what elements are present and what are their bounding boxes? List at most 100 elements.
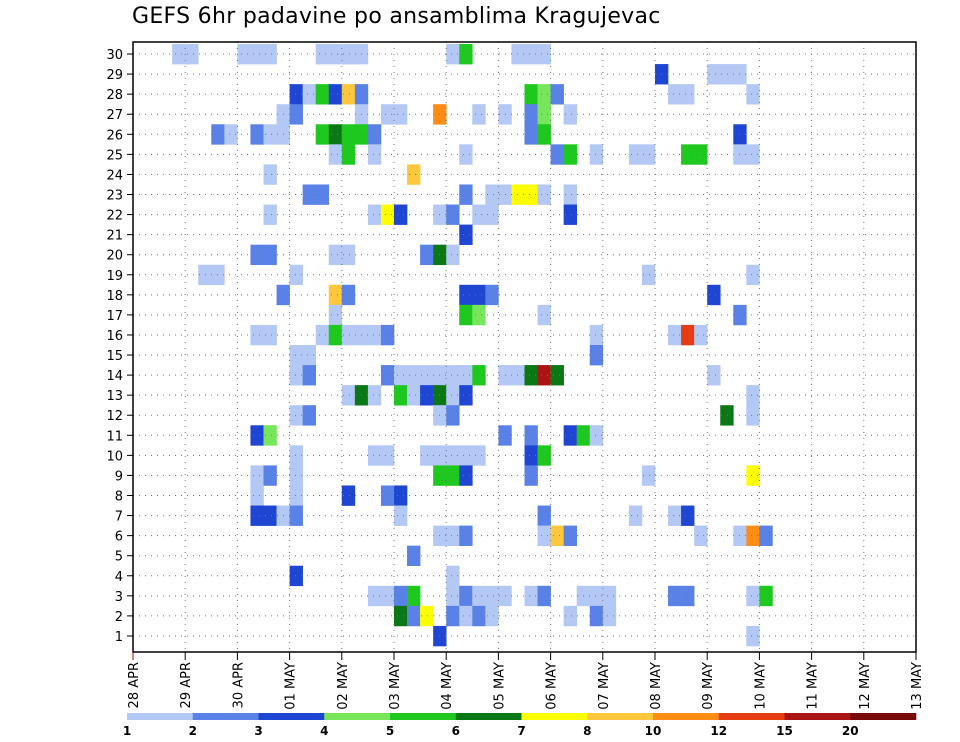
precip-cell — [759, 525, 773, 546]
plot-frame — [132, 41, 917, 653]
colorbar-segment — [718, 713, 785, 720]
colorbar-label: 8 — [583, 724, 591, 738]
chart-title: GEFS 6hr padavine po ansamblima Kragujev… — [132, 4, 661, 29]
precip-cell — [537, 525, 551, 546]
precip-cell — [524, 84, 538, 105]
precip-cell — [537, 104, 551, 125]
y-tick-label: 4 — [115, 570, 123, 585]
precip-cell — [328, 284, 343, 306]
x-tick-label: 01 MAY — [284, 662, 299, 710]
colorbar-label: 10 — [645, 724, 662, 738]
y-tick-label: 8 — [115, 490, 123, 505]
precip-cell — [589, 585, 604, 607]
precip-cell — [681, 324, 695, 346]
precip-cell — [302, 405, 316, 426]
precip-cell — [341, 284, 356, 306]
precip-cell — [315, 124, 330, 145]
precip-cell — [459, 44, 473, 65]
x-tick-label: 05 MAY — [492, 662, 507, 710]
y-tick-label: 26 — [106, 128, 123, 143]
precip-cell — [302, 184, 316, 205]
precip-cell — [380, 585, 395, 607]
precip-cell — [446, 585, 460, 607]
precip-cell — [367, 124, 382, 145]
precip-cell — [394, 505, 408, 526]
precip-cell — [707, 284, 721, 306]
precip-cell — [328, 244, 343, 266]
precip-cell — [537, 304, 551, 326]
precip-cell — [550, 525, 564, 546]
precip-cell — [446, 204, 460, 225]
precip-cell — [250, 425, 264, 446]
precip-cell — [420, 365, 434, 386]
precip-cell — [446, 405, 460, 426]
y-tick-label: 16 — [106, 329, 123, 344]
colorbar-label: 2 — [189, 724, 197, 738]
colorbar-segment — [324, 713, 391, 720]
precip-cell — [485, 585, 499, 607]
precip-cell — [707, 64, 721, 85]
precip-cell — [394, 104, 408, 125]
precip-cell — [289, 445, 303, 466]
precip-cell — [380, 445, 395, 466]
y-tick-label: 5 — [115, 550, 123, 565]
precip-cell — [250, 465, 264, 486]
y-tick-label: 10 — [106, 449, 123, 464]
precip-cell — [563, 204, 577, 225]
x-tick-label: 29 APR — [179, 662, 194, 708]
precip-cell — [563, 425, 577, 446]
x-tick-label: 07 MAY — [597, 662, 612, 710]
precip-cell — [681, 84, 695, 105]
precip-cell — [589, 605, 604, 627]
colorbar-label: 3 — [254, 724, 262, 738]
precip-cell — [367, 445, 382, 466]
colorbar-label: 20 — [842, 724, 859, 738]
precip-cell — [289, 405, 303, 426]
precip-cell — [537, 585, 551, 607]
precip-cell — [602, 605, 617, 627]
precip-cell — [668, 585, 682, 607]
precip-cell — [394, 385, 408, 406]
precip-cell — [446, 465, 460, 486]
precip-cell — [472, 104, 486, 125]
precip-cell — [407, 545, 421, 567]
precip-cell — [380, 204, 395, 225]
precip-cell — [380, 104, 395, 125]
precip-cell — [367, 585, 382, 607]
y-tick-label: 11 — [106, 429, 123, 444]
x-tick-label: 10 MAY — [753, 662, 768, 710]
precip-cell — [315, 184, 330, 205]
y-tick-label: 12 — [106, 409, 123, 424]
precip-cell — [289, 465, 303, 486]
precip-cell — [563, 184, 577, 205]
precip-cell — [524, 124, 538, 145]
precip-cell — [746, 264, 760, 286]
colorbar-segment — [192, 713, 259, 720]
precip-cell — [641, 465, 656, 486]
precip-cell — [263, 505, 277, 526]
precip-cell — [459, 144, 473, 165]
precip-cell — [641, 144, 656, 165]
precip-cell — [289, 485, 303, 506]
precip-cell — [537, 184, 551, 205]
precip-cell — [459, 585, 473, 607]
precip-cell — [550, 84, 564, 105]
colorbar-segment — [587, 713, 654, 720]
precip-cell — [746, 465, 760, 486]
y-tick-label: 30 — [106, 48, 123, 63]
colorbar-segment — [390, 713, 457, 720]
precip-cell — [668, 324, 682, 346]
precip-cell — [524, 425, 538, 446]
precip-cell — [628, 505, 643, 526]
precip-cell — [511, 184, 525, 205]
precip-cell — [446, 565, 460, 587]
precip-cell — [289, 505, 303, 526]
precip-cell — [485, 284, 499, 306]
precip-cell — [668, 505, 682, 526]
precip-cell — [289, 264, 303, 286]
precip-cell — [628, 144, 643, 165]
precip-cell — [524, 465, 538, 486]
precip-cell — [394, 204, 408, 225]
precip-cell — [524, 44, 538, 65]
precip-cell — [237, 44, 251, 65]
